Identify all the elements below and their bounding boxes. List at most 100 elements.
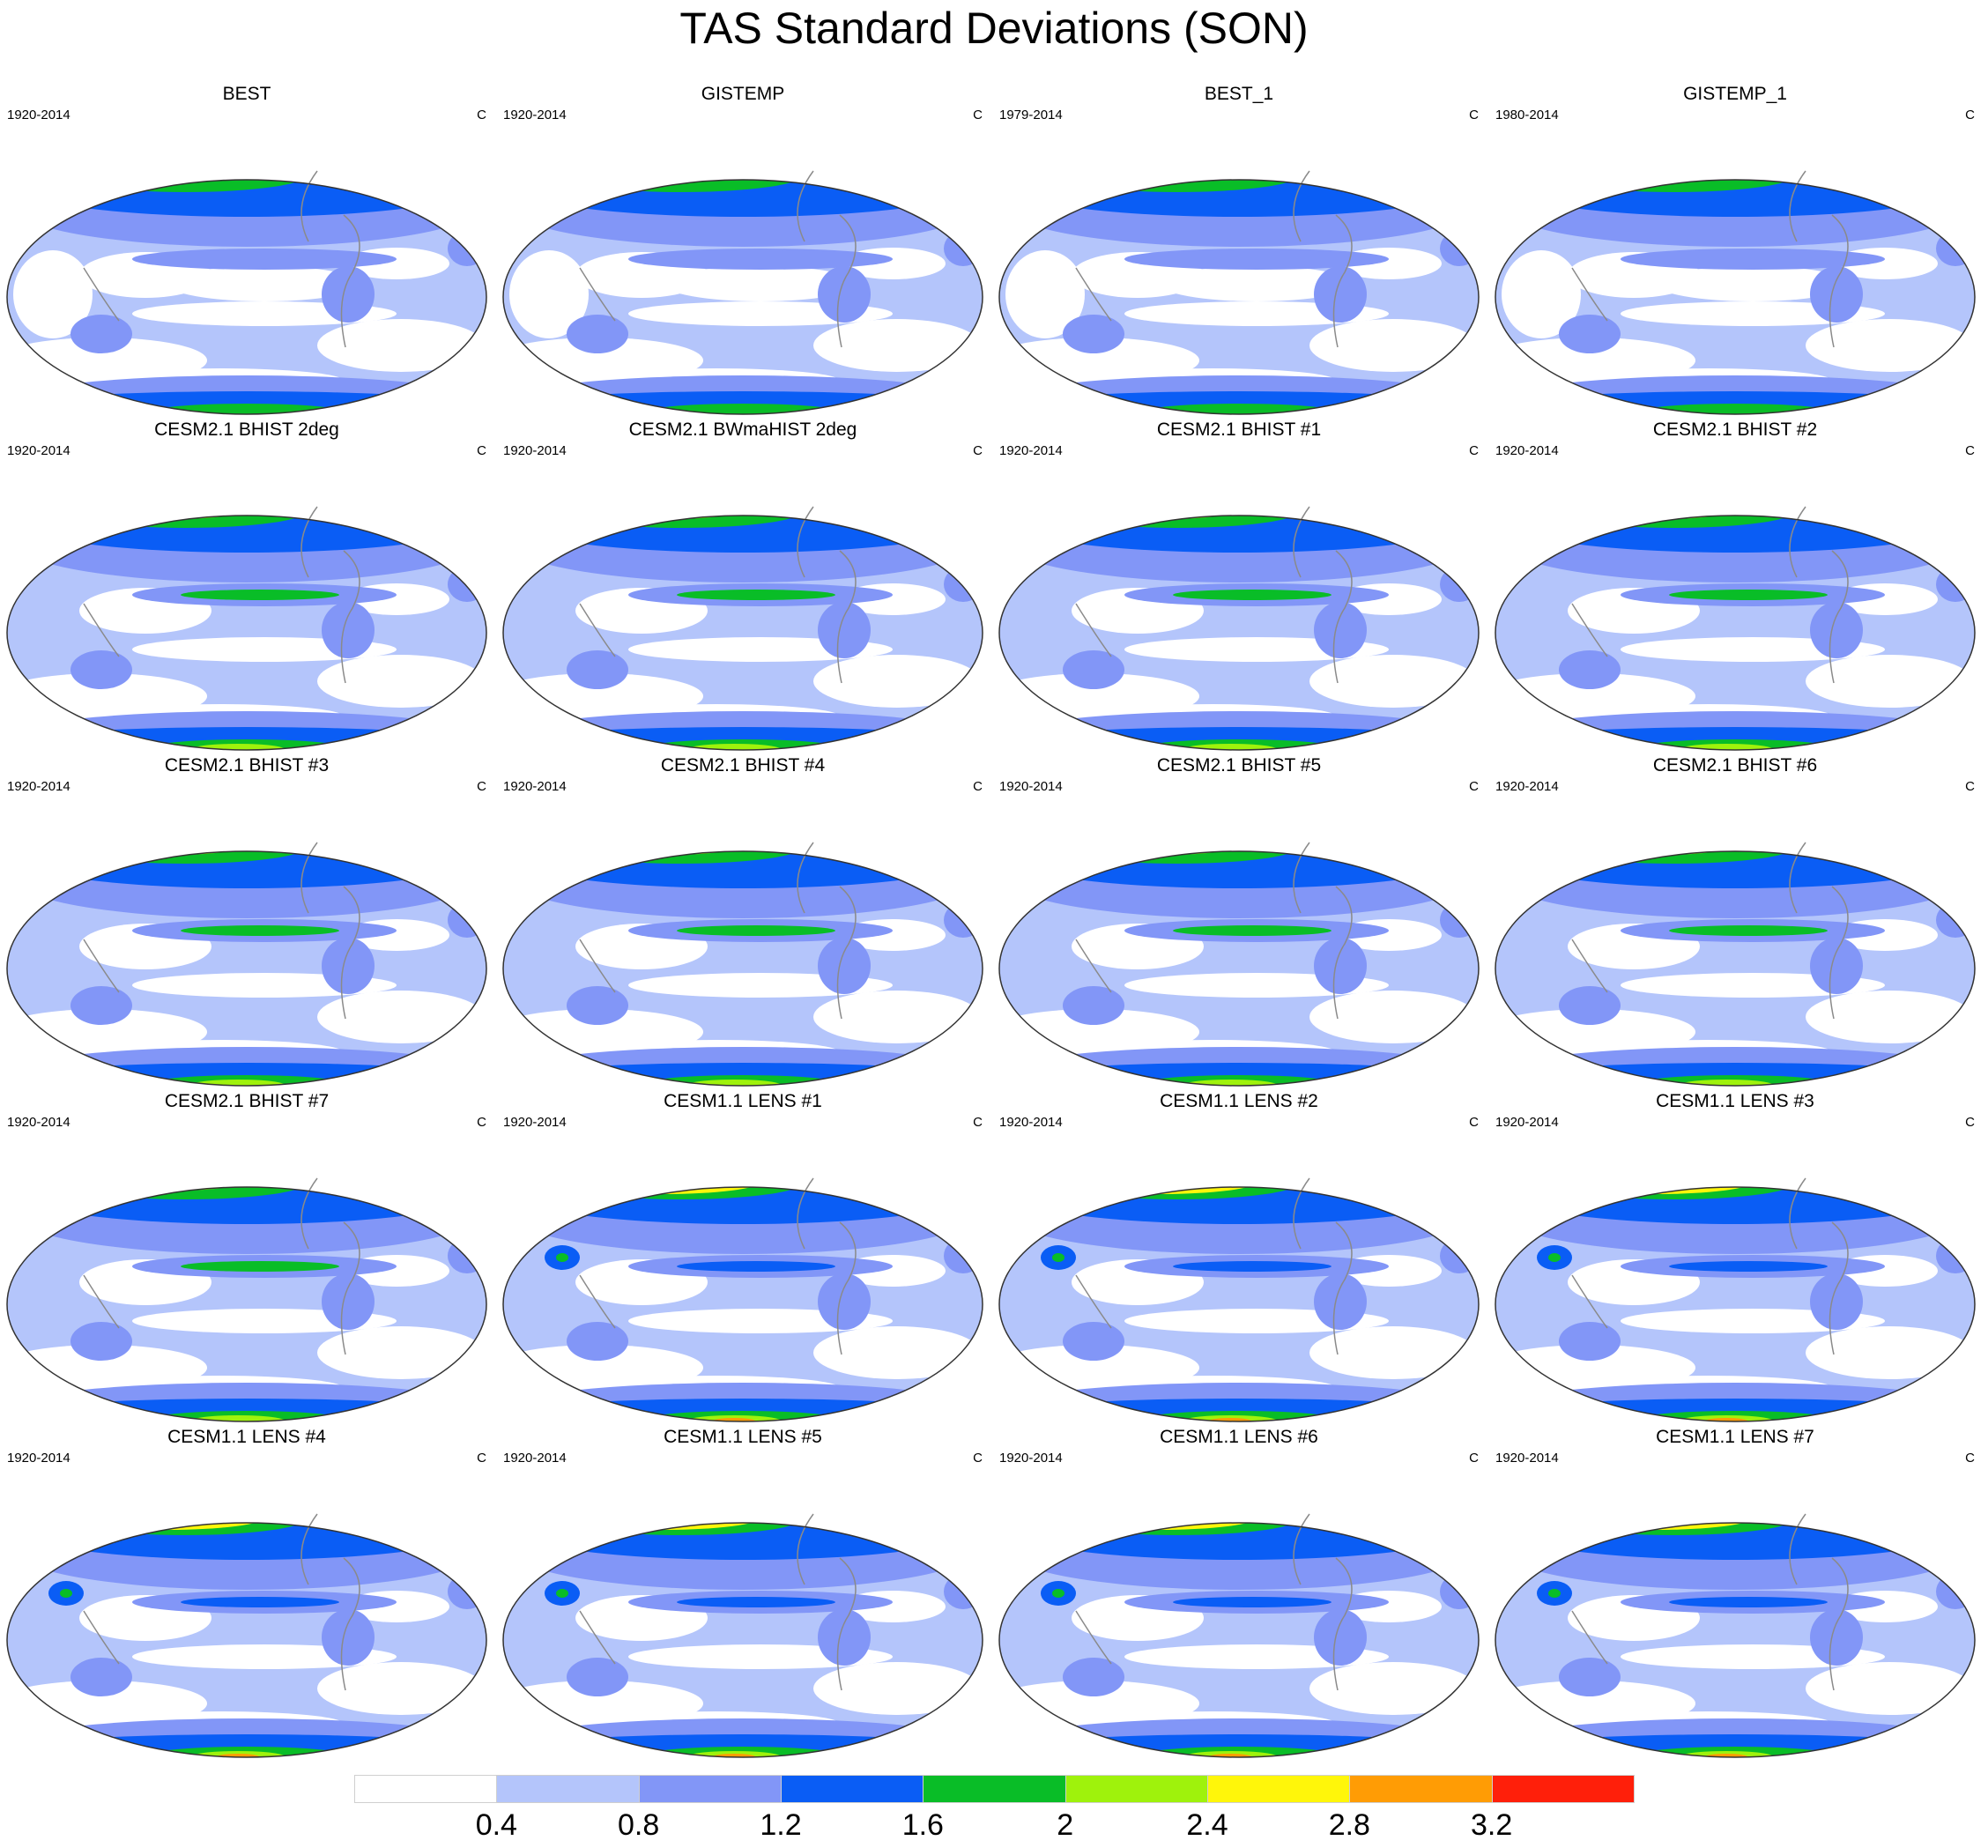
panel-units: C — [477, 1115, 486, 1130]
enso-core — [1669, 590, 1828, 600]
south-america-region — [818, 1273, 871, 1330]
south-america-region — [1810, 1273, 1863, 1330]
atlantic-region — [944, 231, 983, 266]
ocean-low-region — [813, 319, 981, 372]
arctic-core — [1054, 180, 1301, 192]
panel-period: 1920-2014 — [7, 1451, 70, 1466]
ocean-low-region — [1309, 1326, 1477, 1379]
arctic-core — [558, 1187, 805, 1199]
antarctica-region — [1629, 1075, 1841, 1086]
arctic-core-3 — [1559, 1523, 1753, 1530]
panel-title: BEST_1 — [1204, 84, 1274, 104]
atlantic-region — [1440, 902, 1479, 938]
panel-title: CESM2.1 BHIST #7 — [164, 1091, 330, 1111]
map-panel: BEST 1920-2014 C — [0, 83, 493, 418]
equatorial-pacific-band — [1124, 249, 1389, 270]
australia-region — [567, 1322, 628, 1361]
asia-anomaly-core — [1548, 1589, 1561, 1598]
antarctica-region — [1133, 739, 1345, 750]
atlantic-region — [448, 231, 486, 266]
south-america-region — [818, 938, 871, 994]
map-outline — [1495, 850, 1976, 1087]
australia-region — [567, 650, 628, 689]
antarctica-region — [141, 1411, 352, 1421]
panel-title: BEST — [222, 84, 271, 104]
panel-title: CESM1.1 LENS #4 — [167, 1427, 326, 1447]
ocean-low-region — [813, 991, 981, 1043]
coastline — [1571, 170, 1849, 348]
world-map — [1495, 1510, 1976, 1758]
colorbar-tick-label: 2.4 — [1186, 1808, 1228, 1842]
antarctica-core — [189, 1751, 286, 1757]
map-outline — [1495, 179, 1976, 415]
panel-period: 1920-2014 — [1495, 443, 1559, 458]
ocean-low-region — [1005, 250, 1085, 338]
australia-region — [1063, 315, 1124, 353]
arctic-core-3 — [1063, 1523, 1257, 1530]
map-panel: CESM1.1 LENS #7 1920-2014 C — [1488, 1426, 1982, 1761]
south-america-region — [1810, 266, 1863, 323]
arctic-core — [62, 516, 308, 528]
panel-period: 1920-2014 — [1495, 779, 1559, 794]
antarctica-peak — [1704, 1418, 1748, 1421]
figure-title: TAS Standard Deviations (SON) — [679, 4, 1309, 53]
australia-region — [1559, 1322, 1621, 1361]
arctic-peak-2 — [97, 1510, 150, 1518]
map-outline — [1495, 515, 1976, 751]
arctic-peak-2 — [1089, 1174, 1142, 1183]
enso-core — [1669, 925, 1828, 936]
antarctica-core — [1678, 744, 1775, 750]
coastline — [1075, 842, 1353, 1020]
atlantic-region — [1936, 231, 1975, 266]
panel-units: C — [1965, 1115, 1975, 1130]
panel-units: C — [1965, 779, 1975, 794]
enso-core — [1173, 1261, 1332, 1272]
ocean-low-region — [317, 319, 485, 372]
world-map — [1495, 842, 1976, 1087]
world-map — [6, 506, 487, 751]
map-panel: GISTEMP_1 1980-2014 C — [1488, 83, 1982, 418]
world-map — [998, 170, 1480, 415]
antarctica-core — [1182, 1415, 1279, 1421]
coastline — [579, 1513, 857, 1691]
antarctica-core — [189, 744, 286, 750]
panel-units: C — [477, 443, 486, 458]
atlantic-region — [448, 1238, 486, 1273]
coastline — [83, 506, 360, 684]
world-map — [502, 842, 983, 1087]
arctic-core-2 — [88, 163, 159, 179]
antarctica-region — [141, 739, 352, 750]
panel-period: 1920-2014 — [7, 779, 70, 794]
panel-period: 1920-2014 — [1495, 1451, 1559, 1466]
arctic-core — [1054, 1187, 1301, 1199]
world-map — [502, 506, 983, 751]
arctic-core — [558, 1523, 805, 1535]
panel-title: GISTEMP_1 — [1683, 84, 1787, 104]
ocean-low-region — [1806, 1326, 1973, 1379]
atlantic-region — [1440, 231, 1479, 266]
australia-region — [567, 1658, 628, 1696]
world-map — [502, 1177, 983, 1422]
south-america-region — [322, 266, 375, 323]
arctic-core — [1550, 1187, 1797, 1199]
panel-units: C — [1469, 1115, 1479, 1130]
arctic-core — [62, 1187, 308, 1199]
atlantic-region — [944, 567, 983, 602]
arctic-core-2 — [584, 163, 655, 179]
enso-core — [181, 925, 339, 936]
arctic-peak-2 — [1585, 1510, 1638, 1518]
ocean-low-region — [1309, 1662, 1477, 1715]
world-map — [1495, 506, 1976, 751]
arctic-core-3 — [70, 1523, 264, 1530]
panel-period: 1920-2014 — [7, 443, 70, 458]
atlantic-region — [448, 567, 486, 602]
map-panel: CESM1.1 LENS #5 1920-2014 C — [496, 1426, 990, 1761]
colorbar-swatch — [638, 1775, 782, 1803]
map-outline — [998, 179, 1480, 415]
panel-period: 1920-2014 — [503, 108, 567, 122]
world-map — [502, 163, 983, 415]
panel-period: 1920-2014 — [503, 779, 567, 794]
equatorial-pacific-band — [132, 249, 397, 270]
antarctica-core — [1678, 1080, 1775, 1086]
australia-region — [70, 1322, 132, 1361]
